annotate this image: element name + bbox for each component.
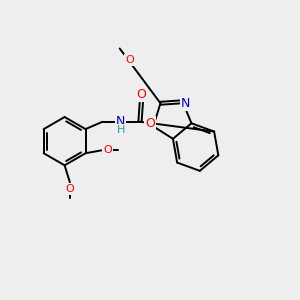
Text: O: O	[136, 88, 146, 101]
Text: O: O	[146, 118, 155, 130]
Text: N: N	[116, 115, 125, 128]
Text: N: N	[181, 97, 190, 110]
Text: H: H	[117, 125, 126, 135]
Text: O: O	[103, 145, 112, 155]
Text: O: O	[125, 55, 134, 65]
Text: O: O	[65, 184, 74, 194]
